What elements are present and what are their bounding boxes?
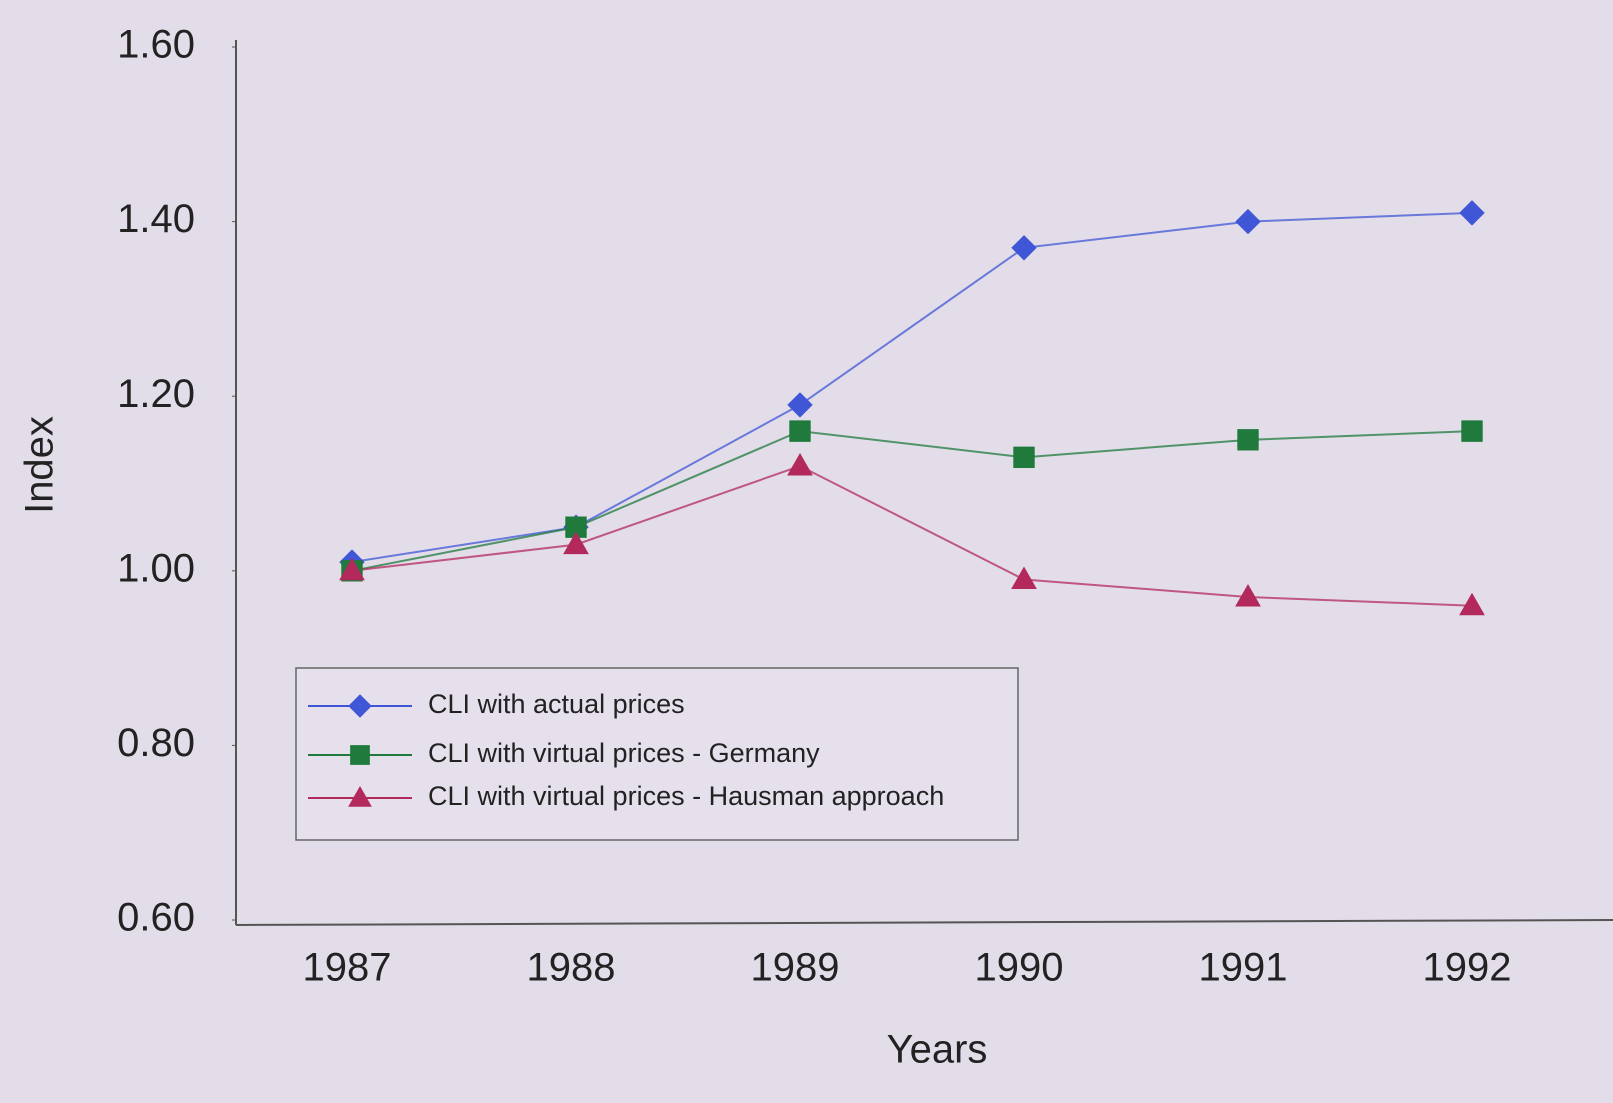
- legend-marker: [348, 785, 372, 807]
- x-tick-label: 1988: [527, 946, 616, 990]
- data-point: [1011, 566, 1037, 590]
- data-point: [339, 557, 365, 581]
- y-axis-label: Index: [18, 416, 62, 514]
- x-tick-label: 1989: [751, 946, 840, 990]
- y-tick-label: 0.60: [117, 896, 195, 940]
- data-point: [1013, 446, 1035, 469]
- y-tick-label: 1.00: [117, 546, 195, 590]
- y-tick-label: 1.20: [117, 372, 195, 416]
- data-point: [1237, 429, 1259, 451]
- y-tick-label: 1.60: [117, 23, 195, 67]
- y-tick-label: 1.40: [117, 197, 195, 241]
- data-point: [1235, 583, 1261, 607]
- data-point: [787, 453, 813, 476]
- x-tick-label: 1987: [303, 946, 392, 990]
- data-point: [789, 420, 811, 442]
- data-point: [1459, 592, 1485, 616]
- x-axis: [235, 919, 1613, 926]
- x-axis-label: Years: [887, 1028, 988, 1072]
- legend-marker: [350, 745, 370, 765]
- data-point: [565, 516, 587, 538]
- legend-box: [295, 667, 1019, 841]
- y-tick-label: 0.80: [117, 721, 195, 765]
- series-line: [351, 464, 1473, 607]
- x-tick-label: 1990: [975, 946, 1064, 990]
- data-point: [563, 531, 589, 555]
- data-point: [1235, 208, 1261, 235]
- x-tick-label: 1992: [1423, 946, 1512, 990]
- legend-label: CLI with actual prices: [428, 689, 685, 719]
- data-point: [1459, 200, 1485, 226]
- legend-label: CLI with virtual prices - Germany: [428, 738, 820, 768]
- data-point: [787, 392, 813, 418]
- legend-marker: [348, 694, 372, 718]
- data-point: [1011, 235, 1037, 261]
- legend-label: CLI with virtual prices - Hausman approa…: [428, 781, 944, 811]
- series-line: [351, 430, 1473, 572]
- data-point: [1461, 420, 1483, 442]
- series-line: [351, 211, 1473, 564]
- x-tick-label: 1991: [1199, 946, 1288, 990]
